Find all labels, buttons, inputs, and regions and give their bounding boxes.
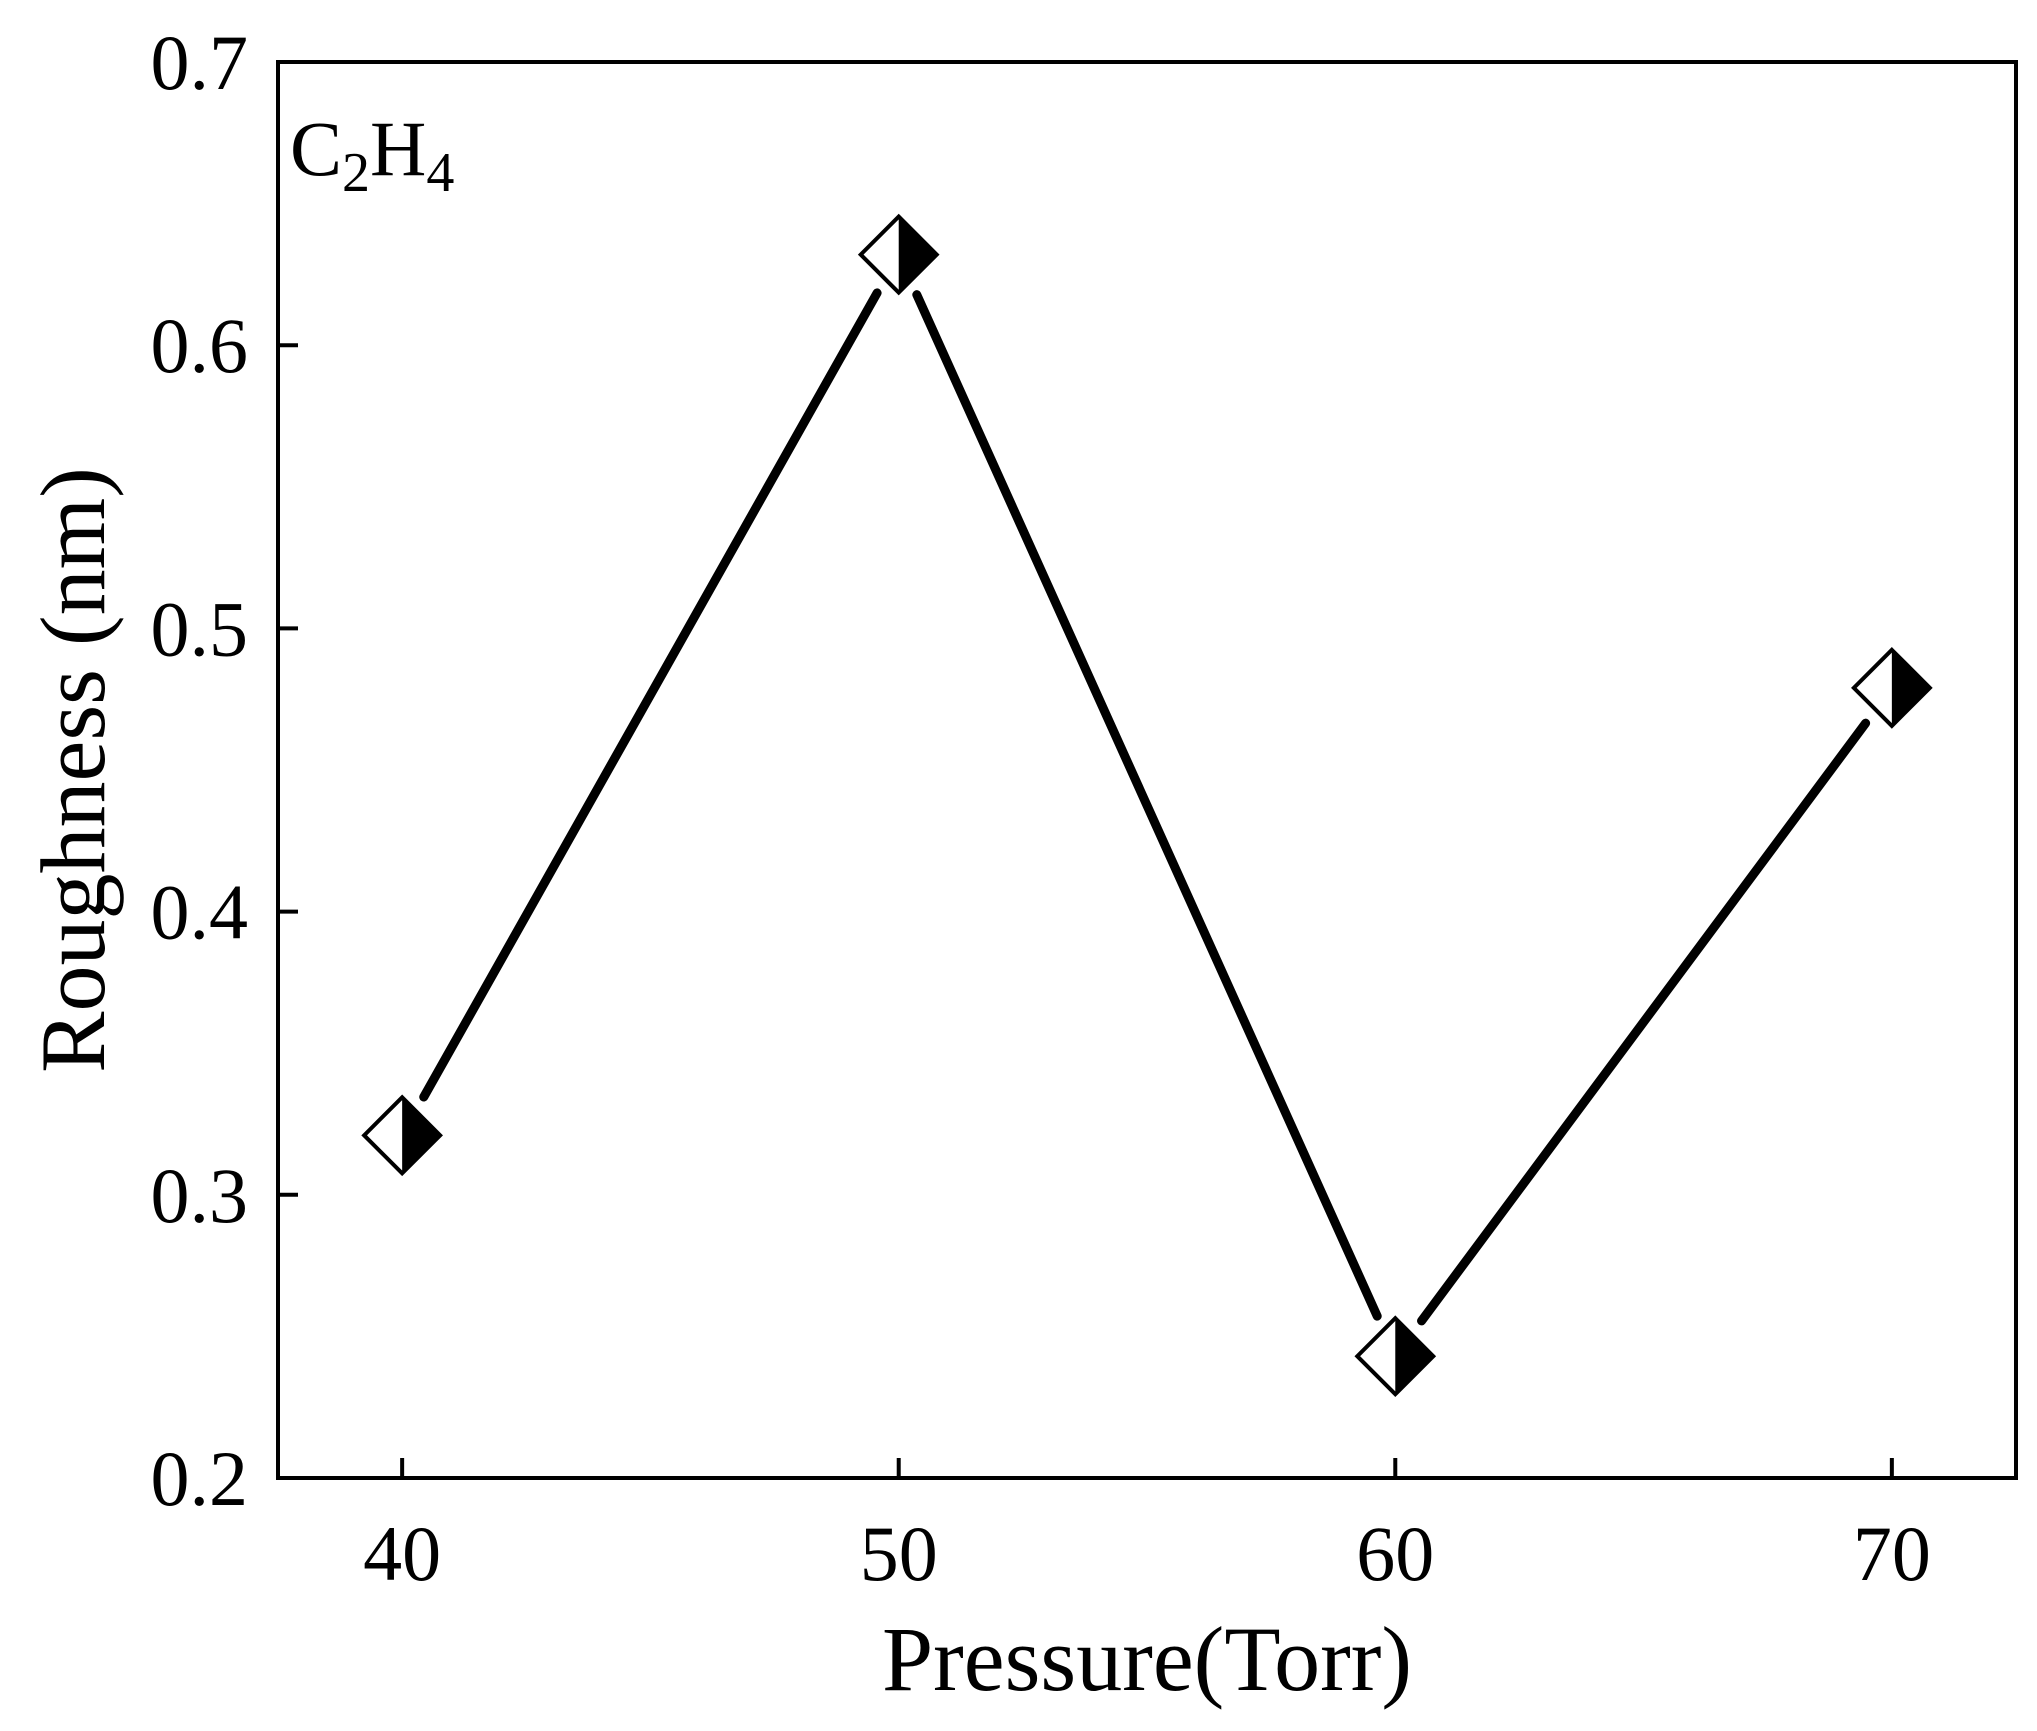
y-axis-label: Roughness (nm) [22,467,124,1073]
marker-outline [1851,647,1933,729]
x-axis-label: Pressure(Torr) [882,1608,1412,1710]
marker-filled-half [1395,1318,1434,1395]
x-tick-label-40: 40 [363,1510,441,1597]
marker-outline [361,1094,443,1177]
series-line-segment-0 [419,288,882,1102]
marker-filled-half [402,1097,441,1174]
annotation-sub2: 4 [426,142,454,204]
x-tick-label-50: 50 [860,1510,938,1597]
y-tick-label-0.4: 0.4 [151,869,249,956]
ticks-layer [278,60,1894,1480]
data-point-50 [857,213,940,296]
marker-filled-half [1891,649,1930,726]
y-tick-label-0.5: 0.5 [151,585,249,672]
plot-frame [276,60,2018,1480]
marker-filled-half [898,216,937,293]
marker-outline [857,213,940,296]
annotation-main: C [290,105,342,192]
series-line-segment-2 [1417,718,1871,1326]
series-line-layer [419,288,1871,1326]
series-line-segment-1 [912,290,1382,1321]
tick-label-layer: 40 50 60 70 0.2 0.3 0.4 0.5 0.6 0.7 [151,19,1931,1597]
data-point-60 [1354,1315,1437,1398]
marker-outline [1354,1315,1437,1398]
y-tick-label-0.6: 0.6 [151,302,249,389]
y-tick-label-0.2: 0.2 [151,1435,249,1522]
annotation-sub1: 2 [342,142,370,204]
y-tick-label-0.3: 0.3 [151,1152,249,1239]
gas-annotation: C2H4 [290,105,454,204]
data-point-40 [361,1094,443,1177]
x-tick-label-60: 60 [1356,1510,1434,1597]
y-tick-label-0.7: 0.7 [151,19,249,106]
annotation-mid: H [370,105,426,192]
x-tick-label-70: 70 [1853,1510,1931,1597]
data-point-70 [1851,647,1933,729]
marker-layer [361,213,1933,1398]
